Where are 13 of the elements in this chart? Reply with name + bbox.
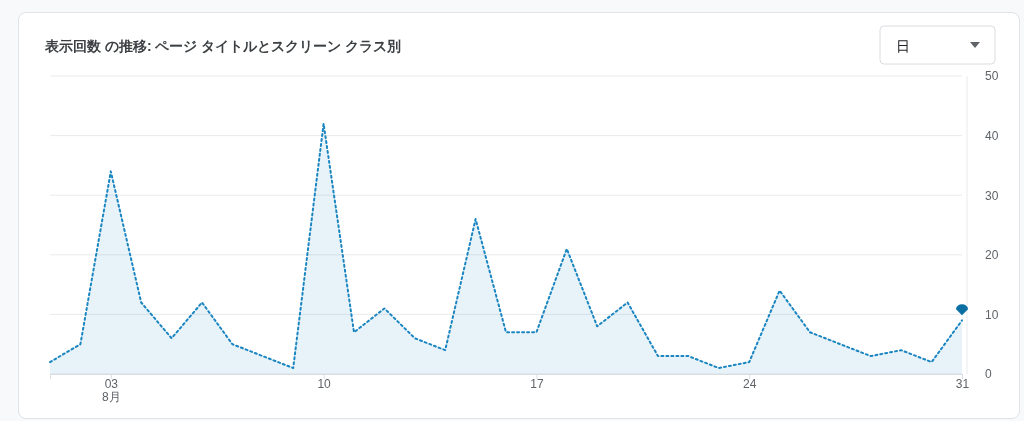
- y-tick-label: 50: [985, 69, 999, 84]
- y-tick-label: 10: [985, 307, 999, 322]
- chart-title: 表示回数 の推移: ページ タイトルとスクリーン クラス別: [44, 38, 402, 54]
- x-tick-label: 17: [530, 377, 544, 391]
- y-tick-label: 0: [985, 367, 992, 382]
- x-tick-label: 31: [955, 377, 970, 391]
- x-tick-label: 10: [317, 377, 332, 391]
- y-tick-label: 20: [985, 248, 999, 263]
- y-tick-label: 30: [985, 188, 999, 203]
- y-tick-label: 40: [985, 128, 999, 143]
- dropdown: 日: [879, 25, 996, 65]
- x-tick-label: 03 8月: [101, 377, 121, 404]
- x-tick-label: 24: [743, 377, 757, 391]
